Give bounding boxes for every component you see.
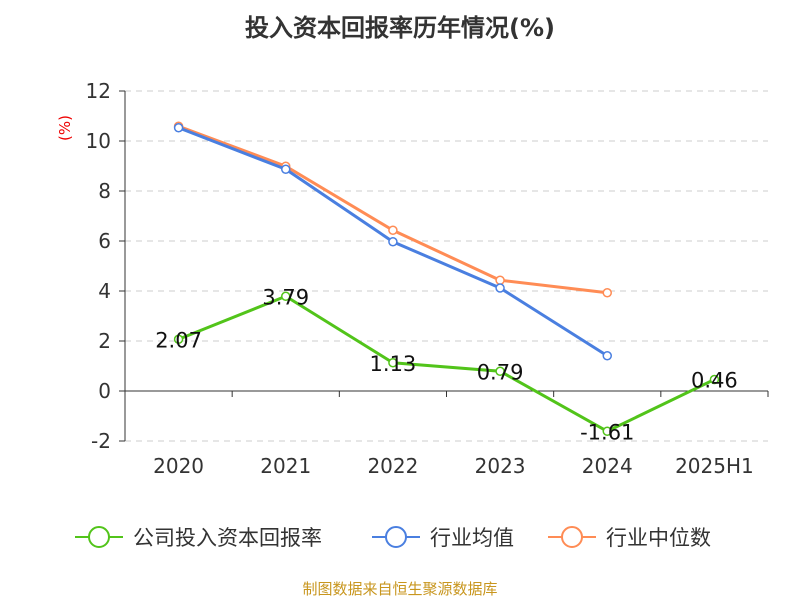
data-label: 2.07 (155, 328, 202, 352)
data-point (495, 275, 505, 285)
x-tick-label: 2023 (475, 454, 526, 478)
chart-title: 投入资本回报率历年情况(%) (245, 14, 555, 42)
y-axis-label: (%) (56, 115, 74, 141)
y-tick-label: 2 (98, 329, 111, 353)
x-tick-label: 2021 (260, 454, 311, 478)
data-point (281, 291, 291, 301)
x-tick-label: 2022 (367, 454, 418, 478)
source-note: 制图数据来自恒生聚源数据库 (302, 580, 498, 598)
data-point (173, 123, 184, 133)
y-tick-label: 0 (98, 379, 111, 403)
data-label: 0.79 (477, 360, 524, 384)
series-line (178, 294, 716, 433)
legend-label: 行业均值 (430, 526, 514, 550)
x-tick-label: 2025H1 (675, 454, 754, 478)
y-tick-label: -2 (91, 429, 111, 453)
data-point (388, 225, 398, 235)
y-tick-label: 12 (86, 79, 111, 103)
data-point (602, 426, 612, 436)
data-label: 0.46 (691, 369, 738, 393)
y-tick-label: 8 (98, 179, 111, 203)
y-tick-label: 4 (98, 279, 111, 303)
data-point (388, 237, 398, 247)
x-tick-label: 2024 (582, 454, 633, 478)
data-label: -1.61 (580, 420, 634, 444)
data-point (602, 351, 612, 361)
legend-label: 公司投入资本回报率 (133, 526, 322, 550)
y-tick-label: 10 (86, 129, 111, 153)
data-label: 1.13 (370, 352, 417, 376)
data-point (602, 288, 612, 298)
data-point (709, 374, 720, 385)
legend-marker (385, 526, 407, 548)
data-point (281, 164, 291, 174)
legend-marker (88, 526, 110, 548)
data-point (173, 334, 184, 344)
legend-marker (561, 526, 583, 548)
data-label: 3.79 (262, 285, 309, 309)
x-tick-label: 2020 (153, 454, 204, 478)
data-point (495, 283, 505, 293)
data-point (388, 358, 398, 368)
legend-label: 行业中位数 (606, 526, 711, 550)
y-tick-label: 6 (98, 229, 111, 253)
data-point (495, 366, 505, 376)
